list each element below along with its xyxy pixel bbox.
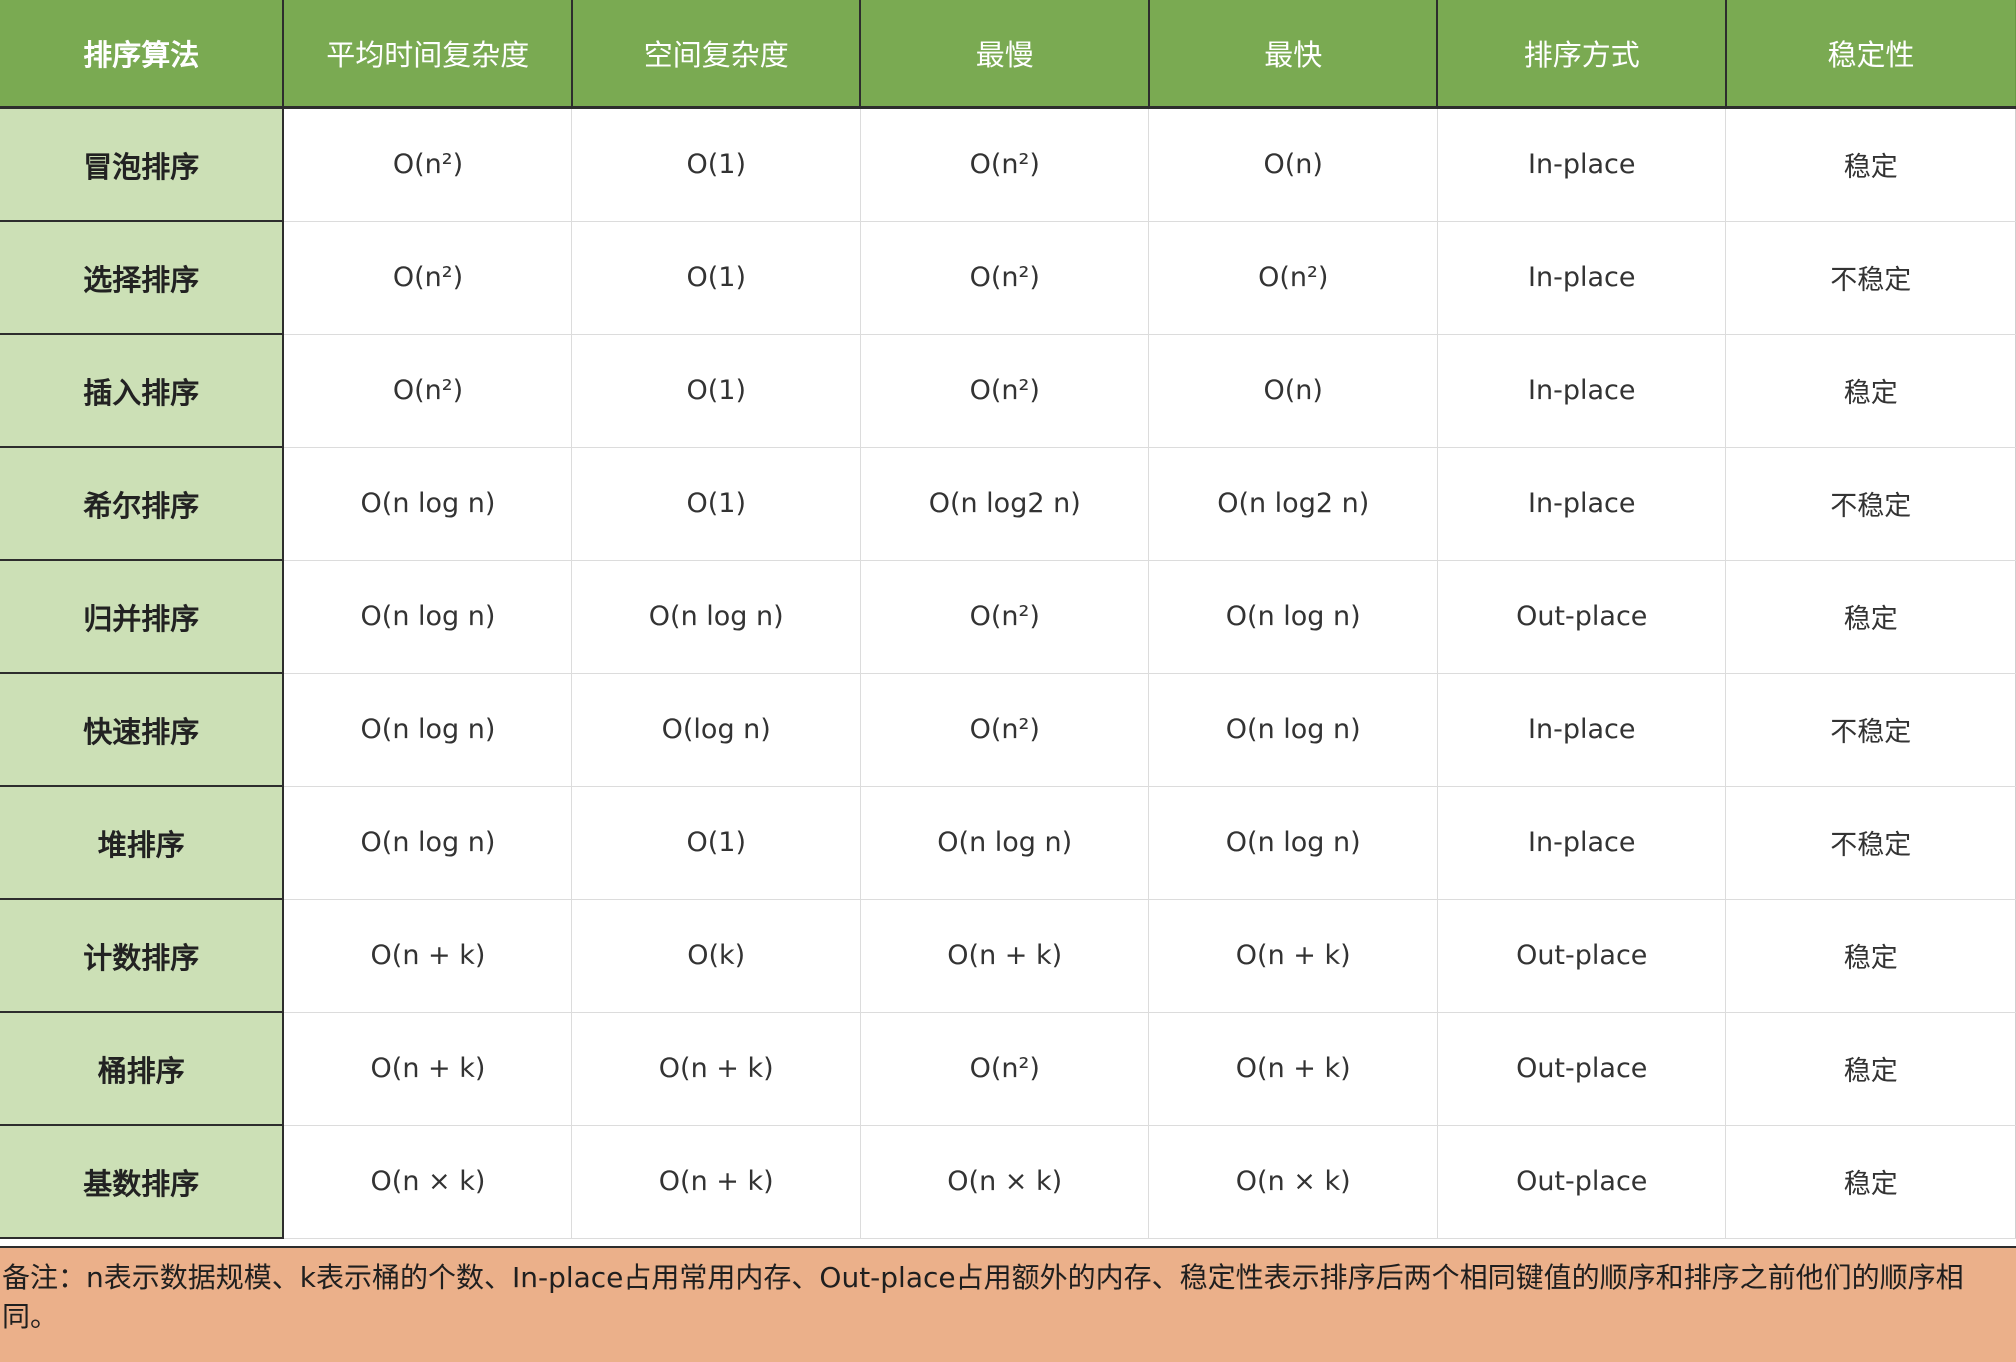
table-cell[interactable]: Out-place xyxy=(1437,560,1727,674)
table-cell[interactable]: O(n + k) xyxy=(571,1012,861,1126)
table-row: 快速排序 O(n log n) O(log n) O(n²) O(n log n) In-… xyxy=(0,673,2016,787)
table-cell[interactable]: O(1) xyxy=(571,786,861,900)
table-cell[interactable]: O(n log n) xyxy=(283,786,573,900)
table-row: 桶排序 O(n + k) O(n + k) O(n²) O(n + k) Out-plac… xyxy=(0,1012,2016,1126)
table-cell[interactable]: 不稳定 xyxy=(1725,447,2016,561)
algorithm-name-cell[interactable]: 选择排序 xyxy=(0,221,285,335)
header-row: 排序算法 平均时间复杂度 空间复杂度 最慢 最快 排序方式 稳定性 xyxy=(0,0,2016,109)
table-cell[interactable]: O(n log n) xyxy=(1148,673,1438,787)
table-cell[interactable]: O(n + k) xyxy=(1148,1012,1438,1126)
table-cell[interactable]: O(n log2 n) xyxy=(1148,447,1438,561)
table-cell[interactable]: O(n + k) xyxy=(860,899,1150,1013)
table-row: 计数排序 O(n + k) O(k) O(n + k) O(n + k) Out-plac… xyxy=(0,899,2016,1013)
table-cell[interactable]: 稳定 xyxy=(1725,1125,2016,1239)
table-cell[interactable]: O(n²) xyxy=(283,221,573,335)
table-cell[interactable]: O(1) xyxy=(571,447,861,561)
header-cell-worst[interactable]: 最慢 xyxy=(860,0,1150,109)
algorithm-name-cell[interactable]: 桶排序 xyxy=(0,1012,285,1126)
table-row: 堆排序 O(n log n) O(1) O(n log n) O(n log n) In-… xyxy=(0,786,2016,900)
table-cell[interactable]: 稳定 xyxy=(1725,1012,2016,1126)
table-cell[interactable]: In-place xyxy=(1437,786,1727,900)
table-cell[interactable]: O(n²) xyxy=(860,107,1150,222)
header-cell-space[interactable]: 空间复杂度 xyxy=(571,0,862,109)
table-cell[interactable]: O(n²) xyxy=(1148,221,1438,335)
header-cell-method[interactable]: 排序方式 xyxy=(1437,0,1727,109)
header-cell-average-time[interactable]: 平均时间复杂度 xyxy=(283,0,573,109)
header-cell-best[interactable]: 最快 xyxy=(1148,0,1439,109)
sorting-algorithms-table: 排序算法 平均时间复杂度 空间复杂度 最慢 最快 排序方式 稳定性 冒泡排序 O(… xyxy=(0,0,2016,1239)
table-row: 选择排序 O(n²) O(1) O(n²) O(n²) In-place 不稳定 xyxy=(0,221,2016,335)
table-cell[interactable]: O(n log n) xyxy=(283,447,573,561)
table-row: 希尔排序 O(n log n) O(1) O(n log2 n) O(n log2 n)… xyxy=(0,447,2016,561)
table-cell[interactable]: 不稳定 xyxy=(1725,221,2016,335)
table-cell[interactable]: O(1) xyxy=(571,107,861,222)
table-cell[interactable]: In-place xyxy=(1437,447,1727,561)
table-cell[interactable]: O(1) xyxy=(571,334,861,448)
table-cell[interactable]: O(1) xyxy=(571,221,861,335)
table-row: 归并排序 O(n log n) O(n log n) O(n²) O(n log n) O… xyxy=(0,560,2016,674)
table-cell[interactable]: 不稳定 xyxy=(1725,673,2016,787)
table-cell[interactable]: In-place xyxy=(1437,107,1727,222)
table-cell[interactable]: O(n²) xyxy=(860,221,1150,335)
table-cell[interactable]: Out-place xyxy=(1437,1012,1727,1126)
table-cell[interactable]: O(n) xyxy=(1148,107,1438,222)
table-cell[interactable]: 稳定 xyxy=(1725,334,2016,448)
table-cell[interactable]: O(n log n) xyxy=(1148,786,1438,900)
note-row[interactable]: 备注：n表示数据规模、k表示桶的个数、In-place占用常用内存、Out-pl… xyxy=(0,1246,2016,1362)
table-cell[interactable]: O(n × k) xyxy=(860,1125,1150,1239)
table-cell[interactable]: 稳定 xyxy=(1725,899,2016,1013)
table-cell[interactable]: 稳定 xyxy=(1725,560,2016,674)
note-text: 备注：n表示数据规模、k表示桶的个数、In-place占用常用内存、Out-pl… xyxy=(2,1261,1964,1333)
table-cell[interactable]: O(n log n) xyxy=(1148,560,1438,674)
algorithm-name-cell[interactable]: 快速排序 xyxy=(0,673,285,787)
algorithm-name-cell[interactable]: 计数排序 xyxy=(0,899,285,1013)
table-cell[interactable]: O(n × k) xyxy=(1148,1125,1438,1239)
table-cell[interactable]: O(n log n) xyxy=(571,560,861,674)
header-cell-algorithm[interactable]: 排序算法 xyxy=(0,0,285,109)
table-cell[interactable]: O(n²) xyxy=(860,1012,1150,1126)
table-cell[interactable]: O(n + k) xyxy=(1148,899,1438,1013)
table-cell[interactable]: Out-place xyxy=(1437,1125,1727,1239)
table-cell[interactable]: O(log n) xyxy=(571,673,861,787)
algorithm-name-cell[interactable]: 冒泡排序 xyxy=(0,107,285,222)
algorithm-name-cell[interactable]: 归并排序 xyxy=(0,560,285,674)
table-row: 插入排序 O(n²) O(1) O(n²) O(n) In-place 稳定 xyxy=(0,334,2016,448)
table-row: 基数排序 O(n × k) O(n + k) O(n × k) O(n × k) Out-… xyxy=(0,1125,2016,1239)
table-cell[interactable]: O(n + k) xyxy=(571,1125,861,1239)
algorithm-name-cell[interactable]: 希尔排序 xyxy=(0,447,285,561)
table-cell[interactable]: 不稳定 xyxy=(1725,786,2016,900)
table-cell[interactable]: O(n²) xyxy=(860,334,1150,448)
table-cell[interactable]: O(n²) xyxy=(283,334,573,448)
table-cell[interactable]: O(n log n) xyxy=(283,560,573,674)
table-cell[interactable]: O(n log2 n) xyxy=(860,447,1150,561)
table-cell[interactable]: O(n + k) xyxy=(283,899,573,1013)
table-cell[interactable]: O(n + k) xyxy=(283,1012,573,1126)
table-cell[interactable]: Out-place xyxy=(1437,899,1727,1013)
algorithm-name-cell[interactable]: 插入排序 xyxy=(0,334,285,448)
table-cell[interactable]: O(n log n) xyxy=(860,786,1150,900)
table-cell[interactable]: In-place xyxy=(1437,673,1727,787)
header-cell-stability[interactable]: 稳定性 xyxy=(1725,0,2016,109)
table-row: 冒泡排序 O(n²) O(1) O(n²) O(n) In-place 稳定 xyxy=(0,107,2016,222)
table-cell[interactable]: 稳定 xyxy=(1725,107,2016,222)
table-cell[interactable]: O(n²) xyxy=(860,673,1150,787)
table-cell[interactable]: In-place xyxy=(1437,334,1727,448)
table-body: 冒泡排序 O(n²) O(1) O(n²) O(n) In-place 稳定 选择排序 O(n²… xyxy=(0,107,2016,1239)
table-cell[interactable]: O(n × k) xyxy=(283,1125,573,1239)
table-cell[interactable]: O(n log n) xyxy=(283,673,573,787)
table-cell[interactable]: O(n²) xyxy=(860,560,1150,674)
table-cell[interactable]: In-place xyxy=(1437,221,1727,335)
algorithm-name-cell[interactable]: 基数排序 xyxy=(0,1125,285,1239)
table-cell[interactable]: O(k) xyxy=(571,899,861,1013)
table-cell[interactable]: O(n) xyxy=(1148,334,1438,448)
algorithm-name-cell[interactable]: 堆排序 xyxy=(0,786,285,900)
table-cell[interactable]: O(n²) xyxy=(283,107,573,222)
